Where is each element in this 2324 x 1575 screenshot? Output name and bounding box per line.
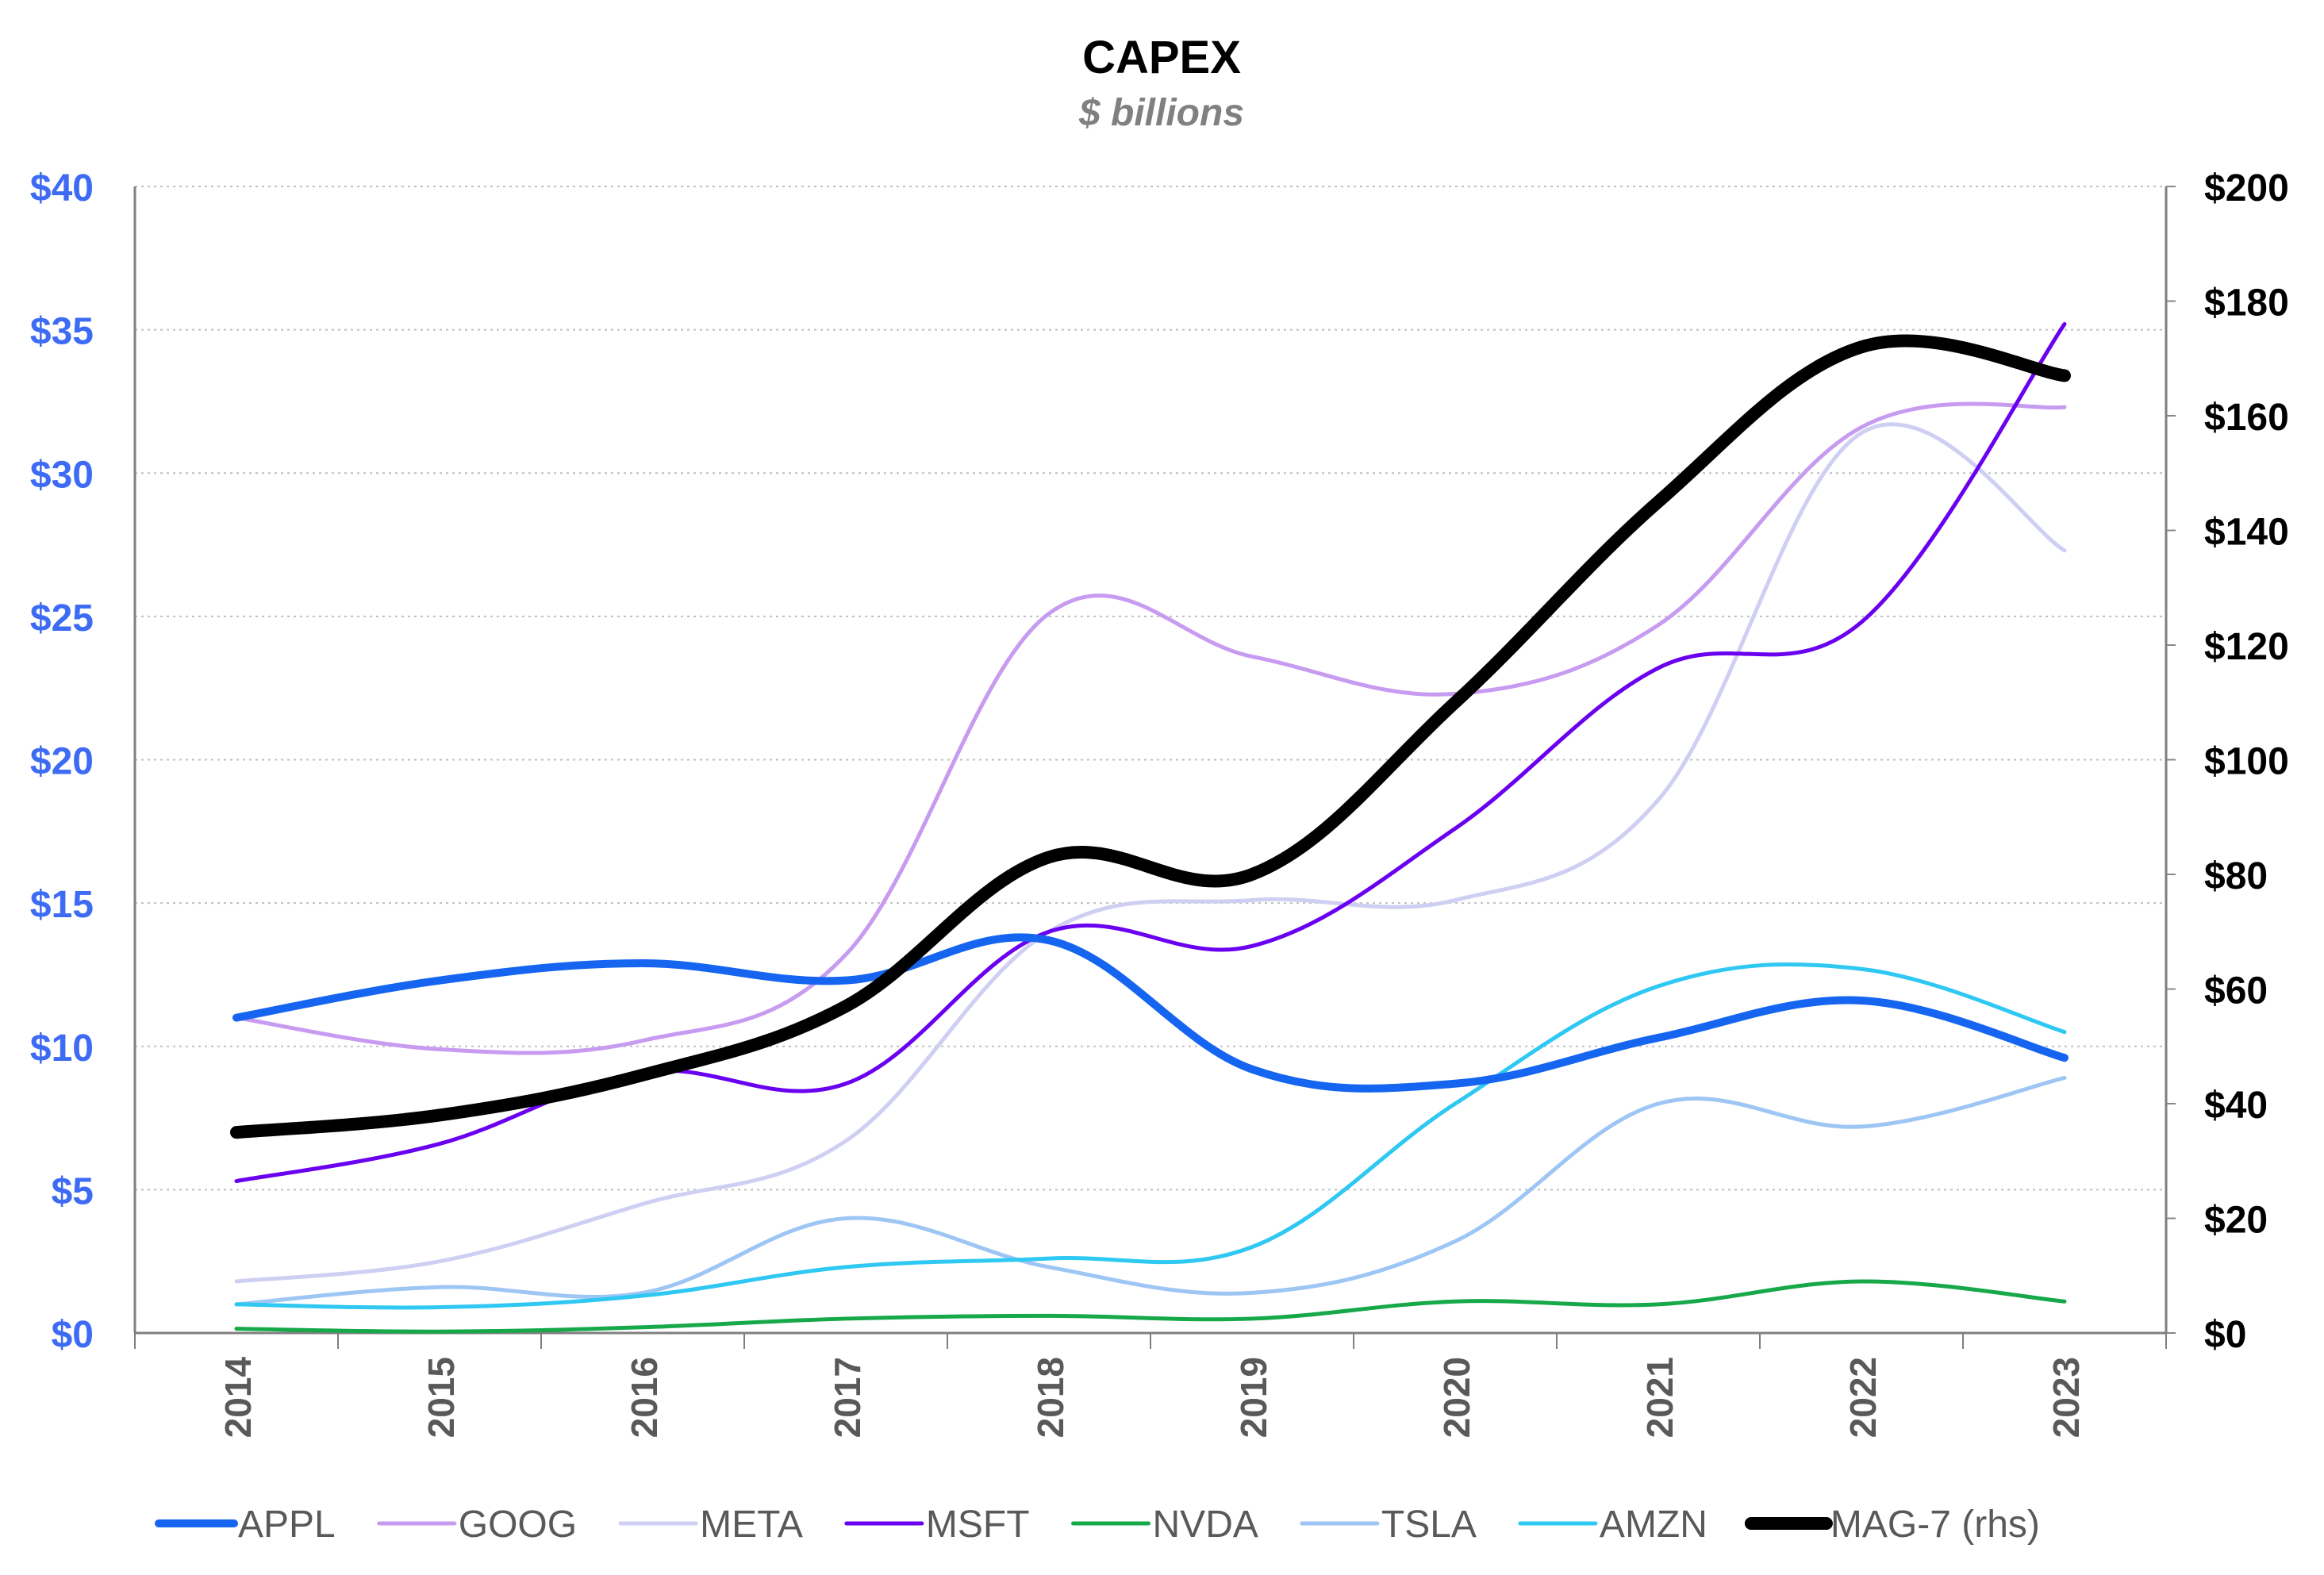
x-tick-label: 2017	[827, 1357, 868, 1438]
legend-label: AMZN	[1600, 1504, 1707, 1546]
left-y-tick-label: $10	[30, 1028, 94, 1070]
legend: APPL GOOG META MSFT NVDA TSLA AMZN MAG-7 (rhs)	[159, 1504, 2040, 1546]
left-y-tick-label: $20	[30, 741, 94, 783]
right-y-tick-label: $120	[2204, 626, 2289, 668]
left-y-tick-label: $25	[30, 597, 94, 640]
right-y-tick-label: $40	[2204, 1085, 2268, 1127]
chart-title: CAPEX	[1082, 32, 1241, 83]
x-tick-label: 2021	[1639, 1357, 1681, 1438]
x-tick-label: 2019	[1233, 1357, 1274, 1438]
legend-label: NVDA	[1153, 1504, 1258, 1546]
x-tick-label: 2015	[421, 1357, 462, 1438]
right-y-tick-label: $180	[2204, 282, 2289, 325]
x-axis-tick-labels: 2014 2015 2016 2017 2018 2019 2020 2021 2022 2023	[217, 1357, 2087, 1439]
left-y-tick-label: $0	[52, 1314, 94, 1356]
right-y-tick-label: $20	[2204, 1200, 2268, 1242]
right-y-tick-label: $160	[2204, 397, 2289, 439]
right-y-tick-label: $0	[2204, 1314, 2246, 1356]
x-tick-label: 2018	[1030, 1357, 1071, 1438]
left-y-tick-label: $35	[30, 311, 94, 353]
series-line-tsla	[236, 1078, 2065, 1304]
right-y-tick-label: $140	[2204, 512, 2289, 554]
chart-subtitle: $ billions	[1078, 92, 1244, 134]
x-tick-label: 2014	[217, 1357, 259, 1439]
left-y-axis-tick-labels: $0 $5 $10 $15 $20 $25 $30 $35 $40	[30, 167, 94, 1356]
legend-label: MSFT	[926, 1504, 1030, 1546]
legend-label: TSLA	[1381, 1504, 1477, 1546]
series-line-meta	[236, 424, 2065, 1281]
right-y-tick-label: $200	[2204, 167, 2289, 209]
legend-label: META	[700, 1504, 803, 1546]
x-tick-label: 2022	[1842, 1357, 1884, 1438]
legend-label: MAG-7 (rhs)	[1830, 1504, 2040, 1546]
right-y-tick-label: $80	[2204, 855, 2268, 897]
series-line-amzn	[236, 964, 2065, 1308]
series-line-appl	[236, 937, 2065, 1089]
right-y-tick-label: $60	[2204, 970, 2268, 1012]
axes	[135, 186, 2176, 1349]
left-y-tick-label: $15	[30, 884, 94, 926]
x-tick-label: 2016	[624, 1357, 665, 1438]
x-tick-label: 2020	[1436, 1357, 1477, 1438]
gridlines	[135, 186, 2166, 1189]
right-y-tick-label: $100	[2204, 741, 2289, 783]
left-y-tick-label: $30	[30, 454, 94, 496]
left-y-tick-label: $40	[30, 167, 94, 209]
right-y-axis-tick-labels: $0 $20 $40 $60 $80 $100 $120 $140 $160 $180 $200	[2204, 167, 2289, 1356]
left-y-tick-label: $5	[52, 1170, 94, 1212]
x-tick-label: 2023	[2046, 1357, 2087, 1438]
series-line-goog	[236, 404, 2065, 1053]
series-line-mag-7-rhs	[236, 340, 2065, 1132]
series-lines	[236, 324, 2065, 1331]
legend-label: GOOG	[459, 1504, 577, 1546]
legend-label: APPL	[238, 1504, 336, 1546]
